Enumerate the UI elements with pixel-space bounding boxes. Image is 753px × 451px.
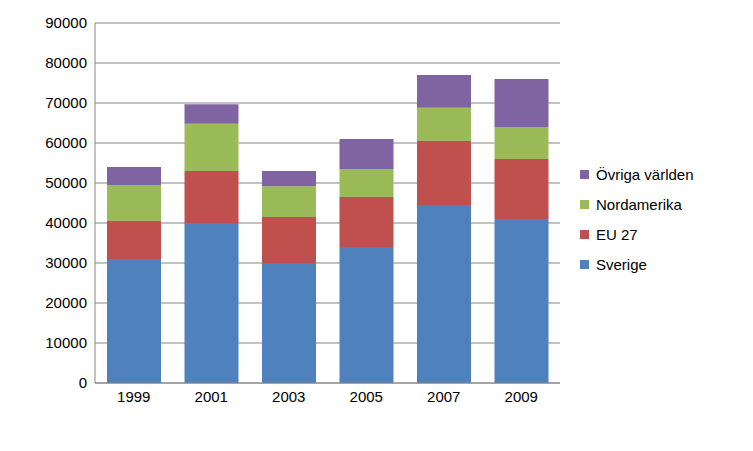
svg-text:10000: 10000 (45, 334, 87, 351)
html-text:Sverige: Sverige (596, 255, 647, 273)
svg-text:50000: 50000 (45, 174, 87, 191)
svg-text:40000: 40000 (45, 214, 87, 231)
svg-text:70000: 70000 (45, 94, 87, 111)
svg-text:2005: 2005 (350, 388, 383, 405)
html-text:Nordamerika: Nordamerika (596, 195, 682, 213)
svg-text:2003: 2003 (272, 388, 305, 405)
html-text:EU 27: EU 27 (596, 225, 638, 243)
svg-text:30000: 30000 (45, 254, 87, 271)
svg-text:90000: 90000 (45, 14, 87, 31)
svg-text:20000: 20000 (45, 294, 87, 311)
svg-text:2007: 2007 (427, 388, 460, 405)
html-text:Övriga världen: Övriga världen (596, 165, 694, 183)
svg-text:0: 0 (79, 374, 87, 391)
svg-text:2009: 2009 (505, 388, 538, 405)
svg-text:1999: 1999 (117, 388, 150, 405)
svg-text:60000: 60000 (45, 134, 87, 151)
svg-text:80000: 80000 (45, 54, 87, 71)
svg-text:2001: 2001 (195, 388, 228, 405)
